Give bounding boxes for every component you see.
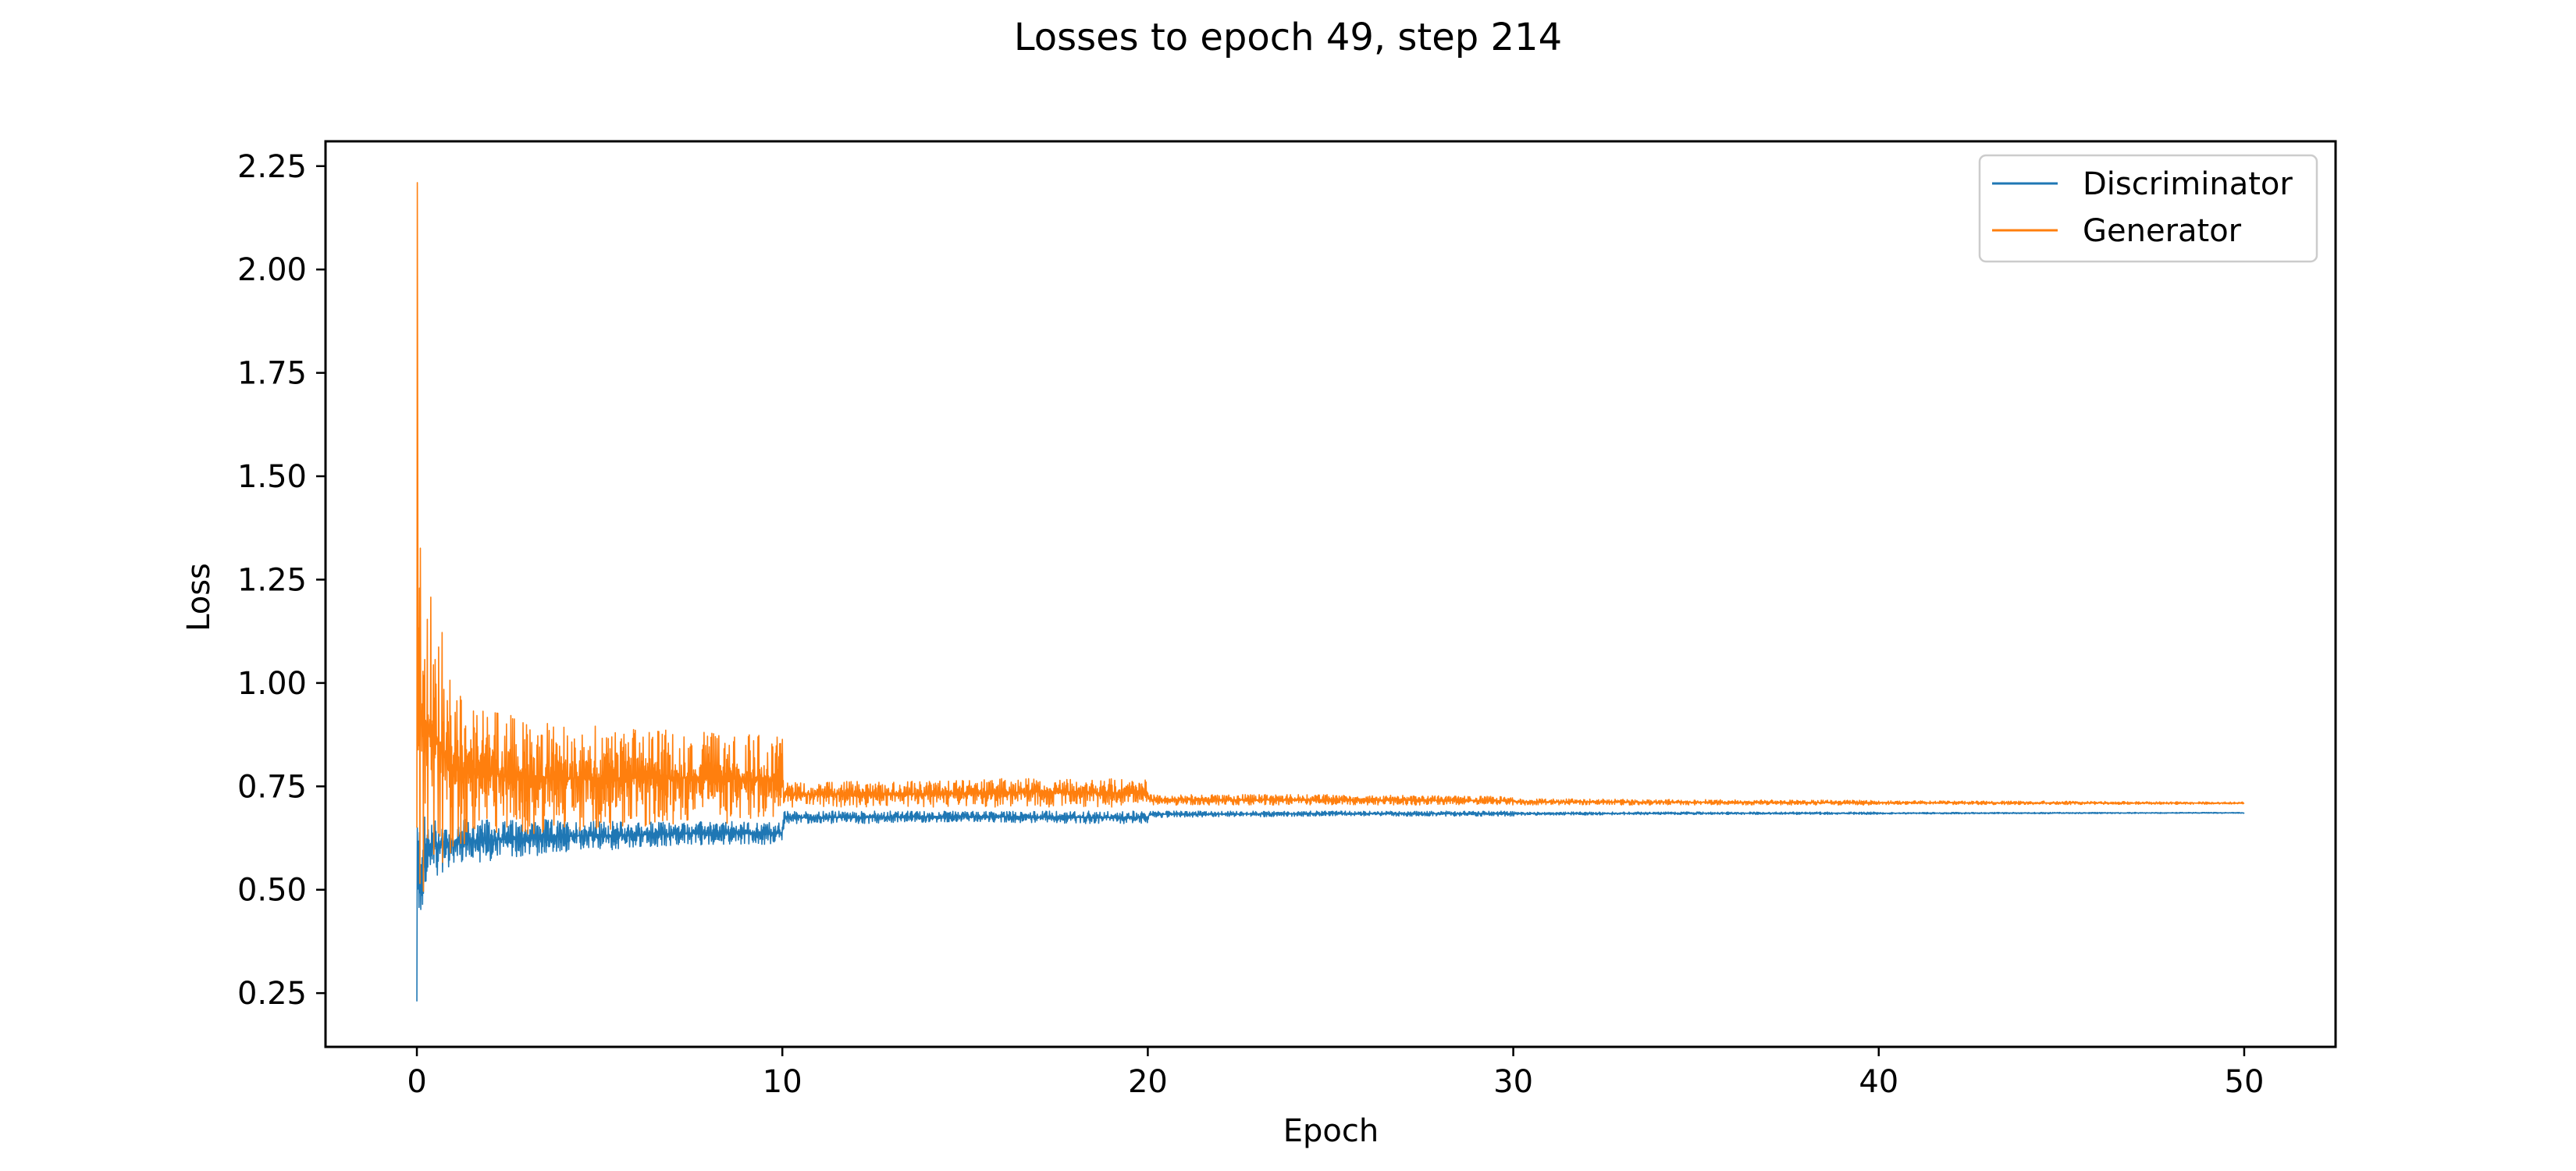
x-tick-label: 40 xyxy=(1859,1064,1898,1100)
series-line-generator xyxy=(416,182,2245,892)
y-tick-label: 1.25 xyxy=(237,562,307,598)
y-axis-label: Loss xyxy=(181,563,217,632)
y-tick-label: 2.00 xyxy=(237,252,307,288)
legend-label-generator: Generator xyxy=(2083,213,2242,249)
x-tick-label: 20 xyxy=(1128,1064,1168,1100)
y-tick-label: 1.00 xyxy=(237,666,307,702)
plot-frame xyxy=(324,140,2337,1048)
x-tick-label: 10 xyxy=(763,1064,802,1100)
y-tick-label: 0.50 xyxy=(237,873,307,909)
x-tick-label: 50 xyxy=(2225,1064,2265,1100)
x-axis: 0 10 20 30 40 50 xyxy=(407,1047,2264,1100)
chart-title: Losses to epoch 49, step 214 xyxy=(1014,16,1562,59)
y-tick-label: 1.50 xyxy=(237,459,307,495)
x-tick-label: 0 xyxy=(407,1064,426,1100)
y-axis: 0.25 0.50 0.75 1.00 1.25 1.50 1.75 2.00 2.25 xyxy=(237,149,326,1012)
legend-label-discriminator: Discriminator xyxy=(2083,166,2293,202)
y-tick-label: 0.75 xyxy=(237,769,307,805)
y-tick-label: 2.25 xyxy=(237,149,307,185)
x-axis-label: Epoch xyxy=(1283,1113,1379,1149)
series-line-discriminator xyxy=(416,810,2245,1002)
y-tick-label: 1.75 xyxy=(237,356,307,392)
y-tick-label: 0.25 xyxy=(237,976,307,1012)
legend-box xyxy=(1978,154,2318,263)
legend: Discriminator Generator xyxy=(1978,154,2318,263)
x-tick-label: 30 xyxy=(1493,1064,1533,1100)
series-layer xyxy=(416,182,2245,1002)
